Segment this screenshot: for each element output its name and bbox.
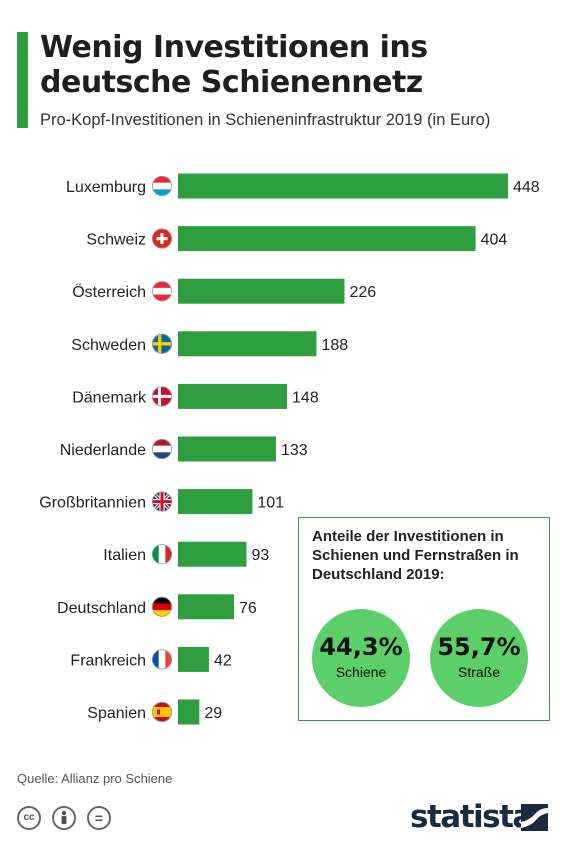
chart-subtitle: Pro-Kopf-Investitionen in Schieneninfras…: [40, 111, 491, 129]
category-label: Großbritannien: [39, 495, 146, 512]
flag-gb-icon: [151, 491, 172, 512]
category-label: Luxemburg: [66, 179, 146, 196]
value-label: 448: [513, 179, 540, 196]
flag-it-icon: [151, 544, 172, 565]
investment-share-box: Anteile der Investitionen in Schienen un…: [298, 517, 550, 721]
category-label: Niederlande: [60, 442, 146, 459]
value-label: 93: [252, 547, 270, 564]
flag-nl-icon: [151, 438, 172, 459]
flag-at-icon: [151, 281, 172, 302]
statista-logo-icon: [521, 804, 548, 831]
flag-ch-icon: [151, 228, 172, 249]
value-label: 101: [257, 495, 284, 512]
flag-de-icon: [151, 596, 172, 617]
chart-title: Wenig Investitionen ins deutsche Schiene…: [40, 30, 428, 100]
value-label: 42: [214, 652, 232, 669]
category-label: Dänemark: [72, 389, 147, 406]
value-label: 188: [321, 337, 348, 354]
bar[interactable]: [178, 541, 247, 567]
bar[interactable]: [178, 173, 508, 199]
nd-icon[interactable]: =: [87, 806, 111, 830]
by-icon[interactable]: [52, 806, 76, 830]
rail-share-label: Schiene: [335, 664, 387, 680]
bar[interactable]: [178, 226, 476, 252]
value-label: 148: [292, 389, 319, 406]
bar[interactable]: [178, 699, 200, 725]
flag-fr-icon: [151, 649, 172, 670]
bar[interactable]: [178, 278, 345, 304]
value-label: 226: [349, 284, 376, 301]
category-label: Schweiz: [86, 232, 146, 249]
category-label: Frankreich: [70, 652, 146, 669]
inset-title: Anteile der Investitionen in Schienen un…: [312, 528, 519, 583]
flag-es-icon: [151, 702, 172, 723]
flag-dk-icon: [151, 386, 172, 407]
category-label: Italien: [103, 547, 146, 564]
bar[interactable]: [178, 594, 234, 620]
category-label: Deutschland: [57, 600, 146, 617]
value-label: 133: [281, 442, 308, 459]
bar[interactable]: [178, 383, 288, 409]
road-share-label: Straße: [457, 664, 500, 680]
flag-lu-icon: [151, 175, 172, 197]
bar[interactable]: [178, 436, 276, 462]
category-label: Österreich: [72, 283, 146, 301]
rail-share-circle: 44,3% Schiene: [312, 609, 410, 707]
rail-share-value: 44,3%: [319, 633, 403, 661]
category-label: Spanien: [87, 705, 146, 722]
cc-icon[interactable]: cc: [17, 806, 41, 830]
bar-chart: Luxemburg 448 Schweiz 404 Österreich 226 Schwe…: [39, 173, 540, 725]
bar[interactable]: [178, 331, 317, 357]
source-note: Quelle: Allianz pro Schiene: [17, 771, 173, 786]
value-label: 76: [239, 600, 257, 617]
road-share-value: 55,7%: [437, 633, 521, 661]
category-label: Schweden: [71, 337, 146, 354]
flag-se-icon: [151, 333, 172, 354]
value-label: 404: [481, 232, 508, 249]
title-accent-bar: [17, 32, 28, 128]
person-icon: [61, 810, 67, 824]
value-label: 29: [204, 705, 222, 722]
bar[interactable]: [178, 489, 253, 515]
statista-logo[interactable]: statista: [410, 799, 533, 835]
road-share-circle: 55,7% Straße: [430, 609, 528, 707]
bar[interactable]: [178, 646, 209, 672]
